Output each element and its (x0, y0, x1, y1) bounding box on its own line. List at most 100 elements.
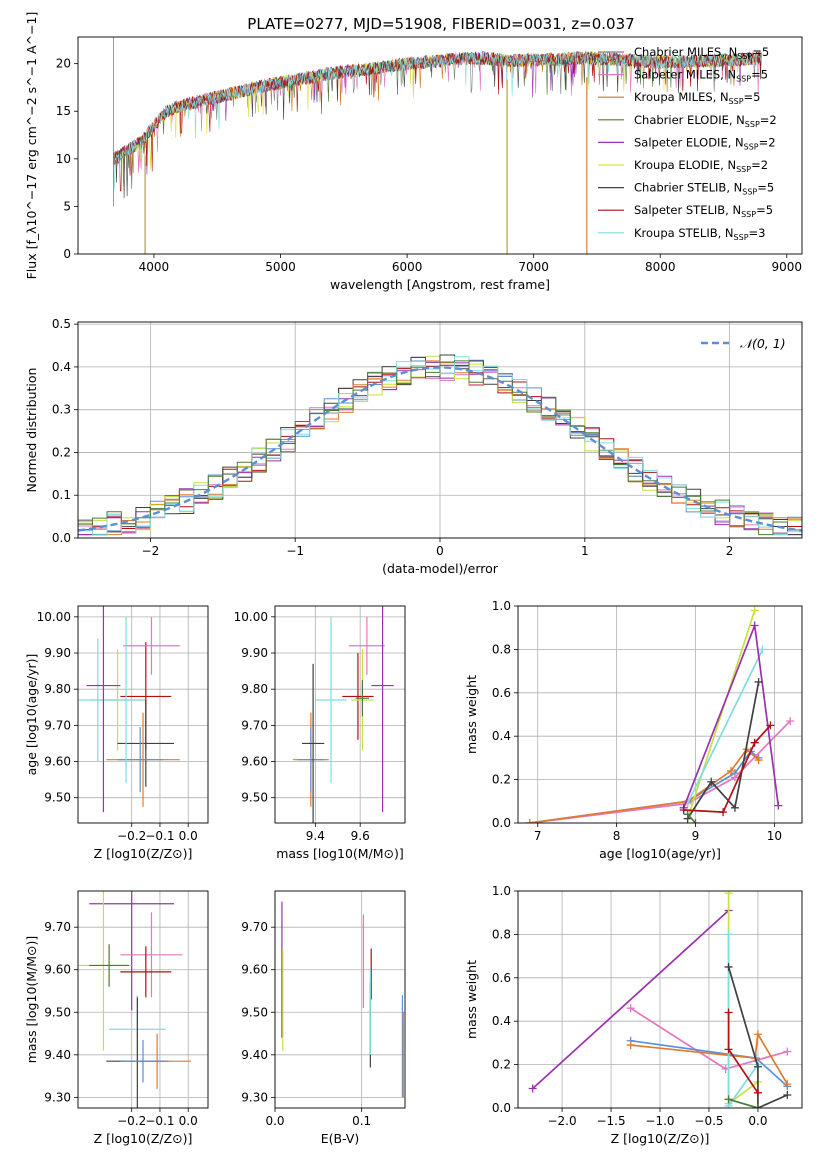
x-tick-label: −1.0 (645, 1114, 674, 1128)
errorbar-point (123, 616, 180, 675)
y-tick-label: 0.2 (492, 1058, 511, 1072)
weight-marker (724, 1045, 733, 1054)
weight-series (724, 891, 762, 1108)
y-tick-label: 0.0 (492, 1101, 511, 1115)
weight-line (532, 909, 730, 1090)
age-vs-Z-xlabel: Z [log10(Z/Z⊙)] (94, 846, 193, 861)
y-tick-label: 9.60 (44, 755, 71, 769)
weight-marker (750, 606, 759, 615)
spectrum-legend: Chabrier MILES, NSSP=5 Salpeter MILES, NS… (598, 45, 777, 242)
weight-series (525, 745, 763, 823)
x-tick-label: 9.6 (351, 829, 370, 843)
y-tick-label: 9.60 (241, 755, 268, 769)
x-tick-label: 0.0 (748, 1114, 767, 1128)
weight-vs-age-panel: 7 8 9 10 0.0 0.2 0.4 0.6 0.8 1.0 age [log10(age/yr… (464, 599, 803, 861)
mass-vs-ebv-xlabel: E(B-V) (321, 1131, 360, 1146)
spectrum-plot (113, 37, 762, 254)
errorbar-point (315, 616, 347, 784)
y-tick-label: 0.1 (52, 488, 71, 502)
x-tick-label: 1 (581, 544, 589, 558)
y-tick-label: 9.30 (44, 1090, 71, 1104)
y-tick-label: 0.3 (52, 403, 71, 417)
y-tick-label: 5 (63, 199, 71, 213)
axes-frame (274, 605, 406, 824)
weight-marker (727, 766, 735, 775)
errorbar-point (301, 663, 325, 823)
y-tick-label: 9.60 (44, 963, 71, 977)
errorbar-point (86, 606, 121, 813)
weight-marker (724, 1095, 733, 1104)
x-tick-label: −0.2 (117, 1114, 146, 1128)
mass-vs-ebv-plot (281, 901, 404, 1098)
x-tick-label: −2 (142, 544, 160, 558)
axes-frame (77, 890, 209, 1109)
weight-series (679, 621, 783, 812)
y-tick-label: 10.00 (234, 610, 268, 624)
weight-line (686, 681, 760, 820)
weight-line (630, 1031, 789, 1085)
age-vs-mass-plot (292, 606, 394, 823)
age-vs-mass-grid (275, 606, 405, 823)
x-tick-label: 9 (692, 829, 700, 843)
x-tick-label: 8000 (645, 260, 676, 274)
y-tick-label: 0.2 (492, 773, 511, 787)
weight-line (728, 1098, 759, 1108)
weight-marker (724, 962, 733, 971)
mass-vs-Z-plot (78, 891, 192, 1108)
weight-marker (783, 1090, 792, 1099)
x-tick-label: 0 (436, 544, 444, 558)
weight-marker (525, 819, 534, 823)
residuals-ylabel: Normed distribution (24, 368, 39, 493)
weight-series (724, 1095, 762, 1108)
y-tick-label: 9.50 (241, 1005, 268, 1019)
weight-marker (753, 1030, 762, 1039)
mass-vs-Z-xlabel: Z [log10(Z/Z⊙)] (94, 1131, 193, 1146)
y-tick-label: 10 (56, 152, 71, 166)
weight-marker (724, 891, 733, 898)
age-vs-Z-plot (78, 606, 180, 813)
y-tick-label: 15 (56, 104, 71, 118)
x-tick-label: −0.2 (117, 829, 146, 843)
x-tick-label: 7 (534, 829, 542, 843)
weight-marker (758, 645, 767, 654)
spectrum-line (113, 51, 762, 190)
y-tick-label: 0.4 (492, 1014, 511, 1028)
weight-marker (783, 1047, 792, 1056)
legend-entry: Salpeter STELIB, NSSP=5 (634, 203, 773, 219)
y-tick-label: 9.50 (44, 791, 71, 805)
x-tick-label: −0.5 (694, 1114, 723, 1128)
y-tick-label: 0.8 (492, 927, 511, 941)
y-tick-label: 9.60 (241, 963, 268, 977)
y-tick-label: 0.0 (492, 816, 511, 830)
age-vs-mass-xlabel: mass [log10(M/M⊙)] (276, 846, 404, 861)
weight-marker (724, 1008, 733, 1017)
weight-line (683, 724, 772, 813)
legend-entry: Kroupa MILES, NSSP=5 (634, 90, 760, 106)
x-tick-label: −1 (286, 544, 304, 558)
weight-marker (626, 1004, 635, 1013)
y-tick-label: 0.5 (52, 317, 71, 331)
figure-title: PLATE=0277, MJD=51908, FIBERID=0031, z=0… (247, 15, 634, 33)
y-tick-label: 0.6 (492, 971, 511, 985)
spectrum-xlabel: wavelength [Angstrom, rest frame] (330, 277, 550, 292)
weight-marker (719, 808, 728, 817)
weight-line (727, 966, 788, 1108)
age-vs-Z-ylabel: age [log10(age/yr)] (24, 654, 39, 776)
y-tick-label: 0.6 (492, 686, 511, 700)
residuals-plot (78, 354, 802, 538)
y-tick-label: 9.80 (241, 682, 268, 696)
weight-vs-age-ylabel: mass weight (464, 675, 479, 754)
errorbar-point (120, 946, 172, 998)
x-tick-label: 5000 (265, 260, 296, 274)
weight-vs-age-xlabel: age [log10(age/yr)] (599, 846, 721, 861)
weight-marker (766, 721, 775, 730)
axes-frame (77, 36, 803, 255)
weight-series (525, 717, 795, 823)
x-tick-label: 0.0 (179, 829, 198, 843)
age-vs-Z-panel: −0.2 −0.1 0.0 9.50 9.60 9.70 9.80 9.90 10.00 Z [l… (24, 605, 209, 861)
weight-marker (774, 801, 783, 810)
x-tick-label: 2 (726, 544, 734, 558)
weight-marker (528, 1084, 537, 1093)
y-tick-label: 9.80 (44, 682, 71, 696)
